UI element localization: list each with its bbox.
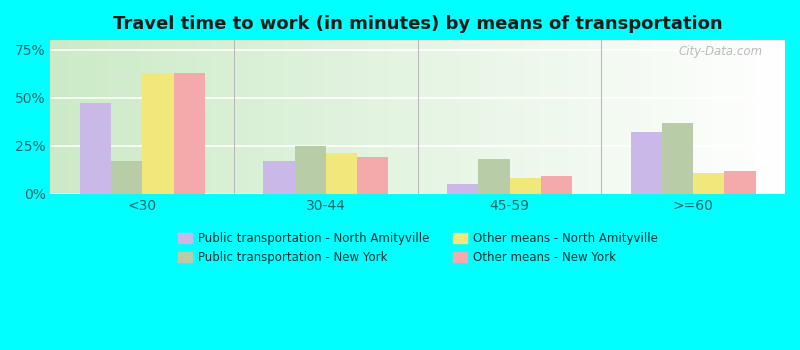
Bar	[142, 73, 174, 194]
Bar	[725, 171, 756, 194]
Bar	[294, 146, 326, 194]
Bar	[111, 161, 142, 194]
Bar	[541, 176, 572, 194]
Bar	[326, 153, 357, 194]
Bar	[510, 178, 541, 194]
Bar	[693, 173, 725, 194]
Bar	[80, 104, 111, 194]
Bar	[447, 184, 478, 194]
Bar	[263, 161, 294, 194]
Bar	[662, 123, 693, 194]
Bar	[357, 157, 388, 194]
Title: Travel time to work (in minutes) by means of transportation: Travel time to work (in minutes) by mean…	[113, 15, 722, 33]
Legend: Public transportation - North Amityville, Public transportation - New York, Othe: Public transportation - North Amityville…	[173, 227, 662, 269]
Bar	[478, 159, 510, 194]
Bar	[174, 73, 205, 194]
Text: City-Data.com: City-Data.com	[679, 45, 763, 58]
Bar	[630, 132, 662, 194]
